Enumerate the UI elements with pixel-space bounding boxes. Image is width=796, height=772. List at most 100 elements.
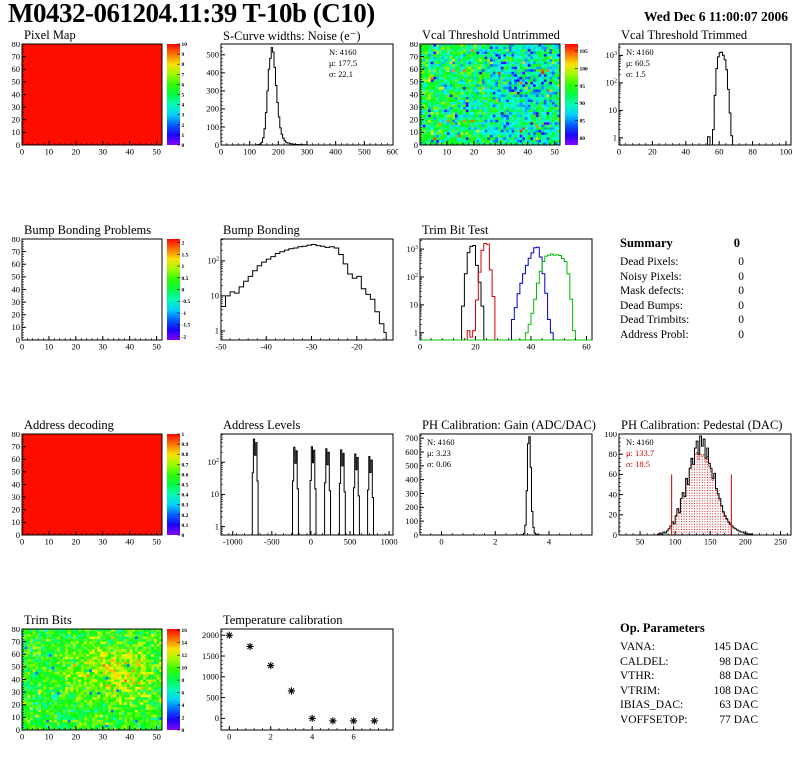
svg-text:50: 50 (152, 147, 161, 157)
plot-title: Trim Bit Test (422, 223, 489, 237)
svg-text:80: 80 (609, 449, 618, 459)
svg-text:20: 20 (12, 505, 21, 515)
svg-text:-30: -30 (306, 342, 317, 352)
trim-bit-test-plot: 0 20 40 60 1 10 102 103 (398, 237, 597, 357)
svg-text:30: 30 (12, 297, 21, 307)
svg-text:9: 9 (182, 52, 185, 58)
svg-text:σ: 22.1: σ: 22.1 (329, 69, 353, 79)
svg-text:600: 600 (387, 147, 398, 157)
svg-text:2: 2 (182, 241, 185, 247)
plot-title: Address Levels (223, 418, 301, 432)
svg-text:102: 102 (207, 256, 219, 266)
svg-text:0: 0 (219, 147, 223, 157)
empty-cell (398, 613, 597, 772)
svg-text:10: 10 (12, 127, 21, 137)
plot-svg: 10.90.80.70.60.50.40.30.20.100 10 20 30 40 50… (12, 432, 189, 547)
svg-text:10: 10 (410, 127, 419, 137)
svg-text:0: 0 (414, 530, 418, 540)
svg-text:300: 300 (405, 488, 418, 498)
svg-text:0: 0 (182, 533, 185, 539)
ph-gain-plot: 0 2 4 0 100 200 300 400 500 600 700 N: 4160 μ: 3.23 σ… (398, 432, 597, 552)
svg-text:250: 250 (774, 537, 787, 547)
plot-svg: 0 20 40 60 1 10 102 103 (406, 238, 593, 352)
svg-text:60: 60 (12, 454, 21, 464)
svg-text:400: 400 (206, 68, 219, 78)
svg-text:50: 50 (550, 147, 559, 157)
svg-text:1: 1 (182, 432, 185, 438)
svg-text:100: 100 (243, 147, 256, 157)
summary-row: Dead Pixels: 0 (620, 256, 744, 268)
svg-text:90: 90 (580, 101, 586, 107)
svg-text:-0.5: -0.5 (182, 299, 191, 305)
svg-text:10: 10 (609, 105, 618, 115)
panel-bump-bonding-problems: Bump Bonding Problems 2 1.5 1 0.5 0 -0.5 -1 -1.… (0, 223, 199, 418)
op-parameters-title: Op. Parameters (620, 621, 705, 635)
svg-text:200: 200 (272, 147, 285, 157)
svg-text:0: 0 (418, 342, 422, 352)
svg-text:3: 3 (182, 113, 185, 119)
scurve-noise-plot: 0 100 200 300 400 500 600 0 100 200 300 400 500 N: 41… (199, 42, 398, 162)
svg-text:103: 103 (406, 244, 418, 254)
svg-text:30: 30 (497, 147, 506, 157)
svg-text:20: 20 (471, 342, 480, 352)
plot-title: PH Calibration: Pedestal (DAC) (621, 418, 783, 432)
pixel-map-plot: 10 9 8 7 6 5 4 3 2 1 0 0 10 20 30 40 50 0 10 20 30 40 50 60 70 80 (0, 42, 199, 162)
svg-text:0: 0 (418, 147, 422, 157)
summary-total: 0 (733, 236, 740, 250)
svg-text:N: 4160: N: 4160 (626, 437, 654, 447)
svg-text:0: 0 (20, 342, 24, 352)
summary-row: Dead Bumps: 0 (620, 299, 744, 312)
panel-address-levels: Address Levels -1000 -500 0 500 1000 1 10 102 (199, 418, 398, 613)
address-decoding-plot: 1 0.9 0.8 0.7 0.6 0.5 0.4 0.3 0.2 0.1 0 0 10 20 30 40 50… (0, 432, 199, 552)
svg-text:102: 102 (406, 272, 418, 282)
svg-text:10: 10 (45, 537, 54, 547)
svg-text:200: 200 (405, 502, 418, 512)
svg-text:-500: -500 (264, 537, 280, 547)
svg-text:150: 150 (704, 537, 717, 547)
panel-ph-gain: PH Calibration: Gain (ADC/DAC) 0 2 4 0 100 20… (398, 418, 597, 613)
svg-text:100: 100 (405, 516, 418, 526)
summary-title: Summary (620, 236, 673, 250)
plot-title: Bump Bonding (223, 223, 300, 237)
plot-svg: 105 100 95 90 85 80 0 10 20 30 40 50 0 10 20 30 40 50 60 70… (410, 42, 589, 157)
svg-text:0: 0 (439, 537, 443, 547)
plot-title: Address decoding (24, 418, 114, 432)
svg-text:20: 20 (648, 147, 657, 157)
svg-text:20: 20 (410, 115, 419, 125)
svg-text:50: 50 (12, 467, 21, 477)
op-parameters-header: Op. Parameters (620, 621, 740, 636)
svg-text:0: 0 (215, 140, 219, 150)
plot-title: Vcal Threshold Untrimmed (422, 28, 560, 42)
svg-text:70: 70 (12, 441, 21, 451)
op-parameter-row: VTHR: 88 DAC (620, 670, 758, 683)
svg-text:0.3: 0.3 (182, 503, 189, 509)
svg-text:80: 80 (580, 136, 586, 142)
svg-text:-40: -40 (261, 342, 272, 352)
svg-text:40: 40 (12, 284, 21, 294)
svg-text:N: 4160: N: 4160 (329, 47, 357, 57)
svg-text:10: 10 (45, 147, 54, 157)
panel-bump-bonding: Bump Bonding -50 -40 -30 -20 1 10 102 (199, 223, 398, 418)
svg-text:1: 1 (182, 133, 185, 139)
svg-text:100: 100 (580, 66, 589, 72)
svg-text:20: 20 (12, 115, 21, 125)
svg-text:σ: 18.5: σ: 18.5 (626, 459, 650, 469)
plot-svg: 2 1.5 1 0.5 0 -0.5 -1 -1.5 -2 0 10 20 30 40 50 0 10 20 30 4… (12, 237, 191, 352)
svg-text:10: 10 (443, 147, 452, 157)
svg-text:60: 60 (12, 259, 21, 269)
svg-text:0: 0 (20, 147, 24, 157)
svg-text:0: 0 (182, 143, 185, 149)
svg-text:80: 80 (410, 42, 419, 49)
panel-trim-bit-test: Trim Bit Test 0 20 40 60 1 10 102 103 (398, 223, 597, 418)
svg-text:60: 60 (609, 469, 618, 479)
panel-vcal-trimmed: Vcal Threshold Trimmed 0 20 40 60 80 100 1 10 10… (597, 28, 796, 223)
svg-text:102: 102 (605, 78, 617, 88)
svg-text:102: 102 (207, 457, 219, 467)
svg-text:10: 10 (211, 489, 220, 499)
op-parameter-row: VANA: 145 DAC (620, 641, 758, 653)
plot-title: Bump Bonding Problems (24, 223, 152, 237)
